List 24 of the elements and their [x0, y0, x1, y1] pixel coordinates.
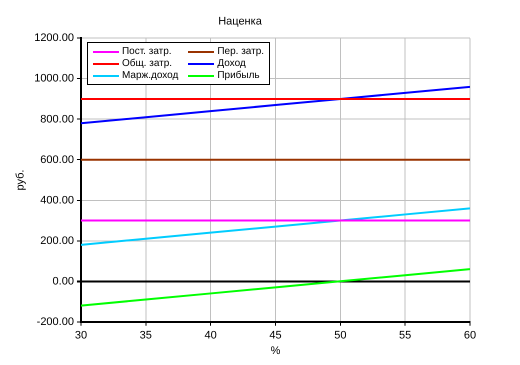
legend-label: Пер. затр. [217, 46, 264, 58]
y-tick-label: 400.00 [40, 194, 74, 206]
x-tick-label: 60 [464, 329, 476, 342]
legend-label: Доход [217, 58, 246, 70]
y-tick-label: 1200.00 [34, 32, 74, 44]
legend-label: Марж.доход [122, 70, 178, 82]
y-tick-label: 0.00 [52, 275, 74, 288]
legend-label: Общ. затр. [122, 58, 172, 70]
y-tick-label: 200.00 [40, 234, 74, 247]
chart-title: Наценка [218, 16, 263, 28]
legend-label: Пост. затр. [122, 46, 172, 58]
y-tick-label: 1000.00 [34, 72, 74, 85]
y-tick-label: 600.00 [40, 154, 74, 166]
x-tick-label: 40 [204, 329, 217, 342]
x-tick-label: 30 [74, 329, 88, 342]
legend-label: Прибыль [217, 70, 260, 82]
x-tick-label: 45 [269, 329, 282, 342]
x-axis-title: % [270, 344, 281, 357]
y-axis-title: руб. [14, 170, 27, 190]
x-tick-label: 35 [140, 329, 152, 342]
y-tick-label: -200.00 [36, 316, 74, 328]
x-tick-label: 50 [334, 329, 346, 342]
x-tick-label: 55 [399, 329, 412, 342]
y-tick-label: 800.00 [40, 113, 74, 126]
